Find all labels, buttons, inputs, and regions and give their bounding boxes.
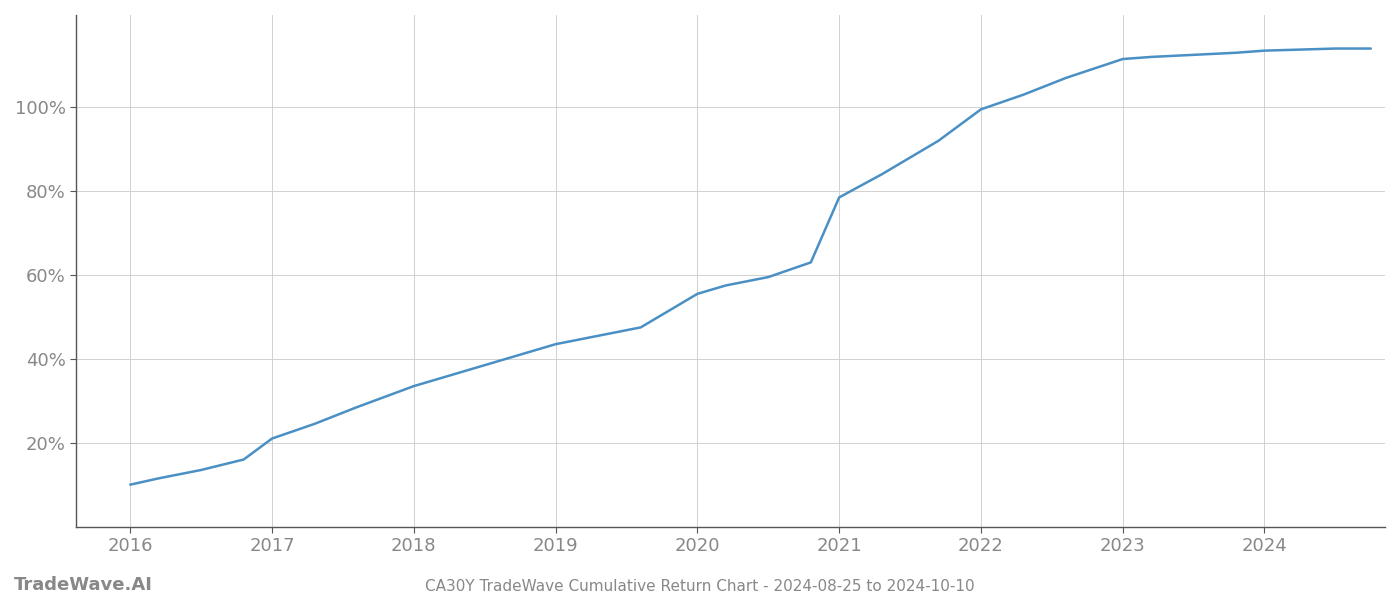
Text: CA30Y TradeWave Cumulative Return Chart - 2024-08-25 to 2024-10-10: CA30Y TradeWave Cumulative Return Chart … [426,579,974,594]
Text: TradeWave.AI: TradeWave.AI [14,576,153,594]
